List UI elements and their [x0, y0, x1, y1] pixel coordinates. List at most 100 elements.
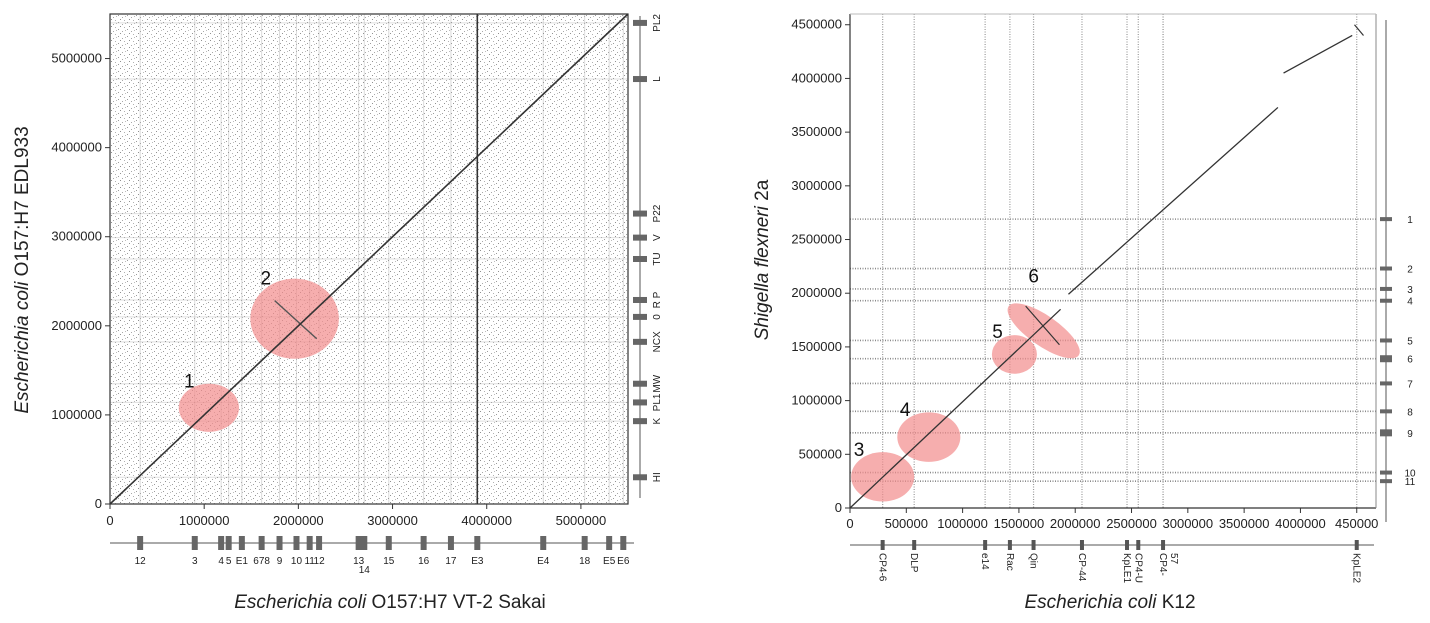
plot-frame: [109, 13, 629, 505]
prophage-label: KpLE1: [1121, 553, 1132, 583]
prophage-label: 4: [218, 556, 224, 567]
y-tick-label: 4000000: [51, 140, 102, 155]
highlight-region-6: [1007, 303, 1080, 359]
prophage-label: MW: [652, 374, 663, 392]
x-ticks: 0 1000000 2000000 3000000 4000000 5000000: [106, 504, 606, 528]
synteny-diagonal: [849, 24, 1364, 509]
prophage-label: 678: [253, 556, 270, 567]
y-tick-label: 2000000: [51, 318, 102, 333]
prophage-label: 3: [192, 556, 198, 567]
prophage-block: [1125, 540, 1130, 550]
prophage-block: [633, 380, 647, 387]
prophage-label: PL2: [652, 14, 663, 32]
y-tick-label: 0: [95, 496, 102, 511]
region-label-2: 2: [261, 269, 272, 290]
prophage-block: [1380, 409, 1392, 414]
y-ticks: 0 500000 1000000 1500000 2000000 2500000 30000…: [791, 17, 850, 515]
prophage-block: [276, 536, 283, 550]
highlight-regions: 3 4 5 6: [851, 267, 1080, 502]
inversion-segment: [274, 300, 318, 340]
prophage-label: 12: [135, 556, 147, 567]
prophage-label: PL1: [652, 393, 663, 411]
prophage-label: CP4-U: [1132, 553, 1143, 583]
prophage-label: Qin: [1028, 553, 1039, 569]
prophage-block: [1354, 540, 1359, 550]
prophage-label: 12: [314, 556, 326, 567]
x-tick-label: 2500000: [1106, 516, 1157, 531]
synteny-segment: [1283, 34, 1353, 74]
prophage-block: [293, 536, 300, 550]
prophage-label: 10: [291, 556, 303, 567]
prophage-block: [1031, 540, 1036, 550]
prophage-label: 5: [226, 556, 232, 567]
prophage-label: E5: [603, 556, 616, 567]
prophage-label: e14: [979, 553, 990, 570]
prophage-block: [1007, 540, 1012, 550]
prophage-label: 4: [1407, 297, 1413, 308]
y-tick-label: 1000000: [51, 407, 102, 422]
prophage-label: 3: [1407, 285, 1413, 296]
prophage-label: 2: [1407, 265, 1413, 276]
prophage-block: [238, 536, 245, 550]
prophage-block: [633, 210, 647, 217]
prophage-label: TU: [652, 252, 663, 265]
prophage-block: [1380, 266, 1392, 271]
prophage-block: [1136, 540, 1141, 550]
y-tick-label: 3500000: [791, 124, 842, 139]
x-tick-label: 3000000: [1163, 516, 1214, 531]
x-tick-label: 1500000: [994, 516, 1045, 531]
prophage-block: [880, 540, 885, 550]
prophage-label: V: [652, 234, 663, 241]
region-label-1: 1: [184, 371, 195, 392]
prophage-block: [1161, 540, 1166, 550]
prophage-label: Rac: [1004, 553, 1015, 571]
y-tick-label: 3000000: [791, 178, 842, 193]
prophage-label: E3: [471, 556, 484, 567]
y-tick-label: 1000000: [791, 393, 842, 408]
y-tick-label: 500000: [799, 446, 842, 461]
x-tick-label: 4000000: [1275, 516, 1326, 531]
region-label-3: 3: [854, 440, 865, 461]
x-axis-title: Escherichia coli K12: [1024, 592, 1195, 613]
x-tick-label: 3000000: [367, 513, 418, 528]
prophage-label: 18: [579, 556, 591, 567]
prophage-block: [633, 418, 647, 425]
prophage-block: [581, 536, 588, 550]
prophage-block: [633, 474, 647, 481]
prophage-block: [1380, 286, 1392, 291]
prophage-block: [420, 536, 427, 550]
y-tick-label: 4000000: [791, 70, 842, 85]
prophage-label: 16: [418, 556, 430, 567]
x-tick-label: 2000000: [1050, 516, 1101, 531]
y-tick-label: 5000000: [51, 51, 102, 66]
prophage-label: 11: [1405, 477, 1416, 488]
synteny-segment: [849, 308, 1062, 509]
x-tick-label: 1000000: [179, 513, 230, 528]
highlight-region-4: [897, 412, 961, 462]
prophage-block: [1380, 479, 1392, 484]
y-axis-title: Shigella flexneri 2a: [752, 179, 773, 340]
prophage-label: 10: [1404, 469, 1416, 480]
prophage-label: P22: [652, 204, 663, 222]
prophage-block: [1380, 381, 1392, 386]
synteny-diagonal: [109, 13, 629, 505]
prophage-block: [1380, 470, 1392, 475]
prophage-block: [633, 256, 647, 262]
prophage-label: DLP: [908, 553, 919, 573]
prophage-label: 1: [1407, 215, 1413, 226]
vertical-density-bands: [110, 14, 628, 504]
inversion-segment: [1025, 305, 1060, 346]
prophage-block: [225, 536, 232, 550]
prophage-block: [218, 536, 225, 550]
prophage-block: [137, 536, 144, 550]
y-tick-label: 2000000: [791, 285, 842, 300]
x-tick-label: 0: [846, 516, 853, 531]
prophage-block: [633, 234, 647, 241]
x-tick-label: 450000: [1335, 516, 1378, 531]
prophage-block: [361, 536, 368, 550]
prophage-block: [1380, 355, 1392, 363]
prophage-block: [306, 536, 313, 550]
prophage-label: NCX: [652, 331, 663, 352]
